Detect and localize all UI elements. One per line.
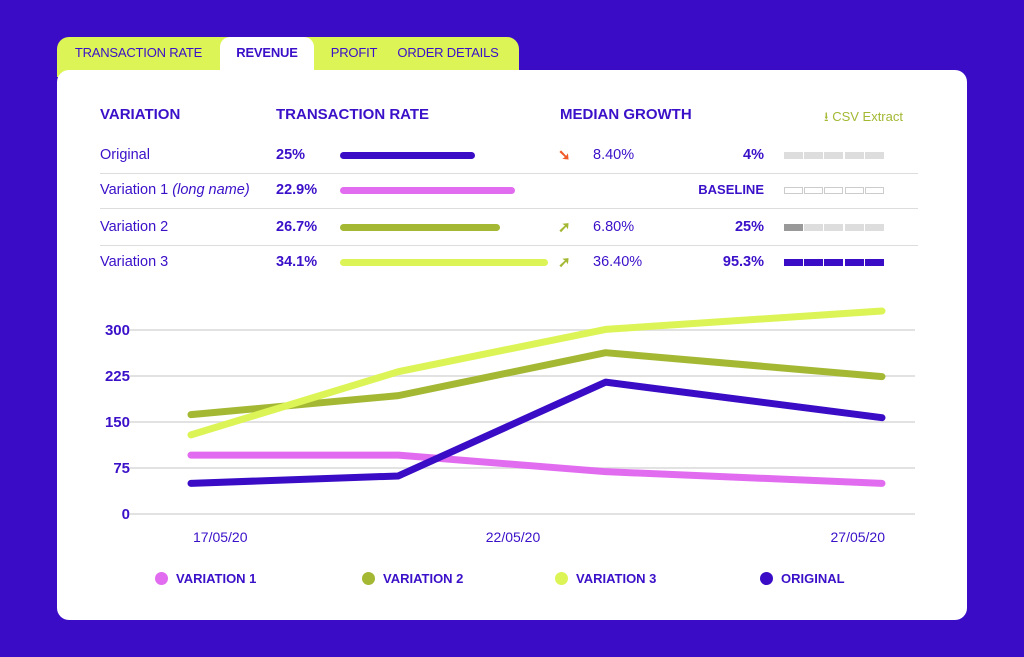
legend-dot-icon: [555, 572, 568, 585]
variation-name-text: Variation 3: [100, 254, 169, 270]
variation-name-suffix: (long name): [172, 182, 250, 198]
significance-segment: [784, 259, 803, 266]
median-growth-value: 36.40%: [593, 254, 643, 270]
significance-value: BASELINE: [698, 182, 764, 197]
series-line-variation-1: [187, 451, 886, 487]
significance-segment: [824, 187, 844, 194]
download-icon: ⭳: [824, 109, 829, 124]
variation-name: Variation 3: [100, 254, 168, 270]
trend-up-icon: ➚: [558, 219, 571, 236]
legend-label: VARIATION 2: [383, 571, 464, 586]
tab-profit[interactable]: PROFIT: [330, 45, 378, 60]
significance-segment: [804, 224, 824, 231]
row-divider: [100, 245, 918, 246]
variation-name-text: Variation 1: [100, 182, 169, 198]
trend-up-icon: ➚: [558, 254, 571, 271]
legend-item[interactable]: VARIATION 1: [155, 571, 256, 586]
legend-item[interactable]: VARIATION 2: [362, 571, 463, 586]
x-tick-label: 27/05/20: [831, 529, 886, 545]
variation-name-text: Original: [100, 147, 150, 163]
significance-segment: [844, 259, 864, 266]
significance-value: 25%: [734, 219, 764, 235]
transaction-rate-bar: [340, 152, 475, 159]
y-tick-label: 150: [105, 414, 130, 431]
y-tick-label: 75: [113, 460, 130, 477]
tab-transaction-rate[interactable]: TRANSACTION RATE: [74, 45, 203, 60]
row-divider: [100, 173, 918, 174]
series-line-original: [187, 378, 886, 487]
trend-down-icon: ➘: [558, 147, 571, 164]
y-tick-label: 300: [105, 322, 130, 339]
legend-label: VARIATION 3: [576, 571, 657, 586]
legend-label: ORIGINAL: [781, 571, 845, 586]
significance-segment: [784, 224, 803, 231]
significance-segment: [804, 187, 824, 194]
variation-name: Variation 2: [100, 219, 168, 235]
transaction-rate-value: 22.9%: [276, 182, 318, 198]
significance-value: 4%: [743, 147, 764, 163]
series-line-variation-3: [187, 307, 886, 439]
median-growth-value: 8.40%: [593, 147, 635, 163]
significance-segment: [824, 152, 844, 159]
variation-name: Original: [100, 147, 150, 163]
csv-extract-button[interactable]: ⭳ CSV Extract: [824, 108, 903, 130]
significance-segment: [824, 259, 844, 266]
legend-item[interactable]: ORIGINAL: [760, 571, 845, 586]
transaction-rate-value: 25%: [276, 147, 306, 163]
transaction-rate-bar: [340, 259, 548, 266]
tab-order-details[interactable]: ORDER DETAILS: [397, 45, 499, 60]
header-transaction-rate: TRANSACTION RATE: [276, 106, 430, 123]
header-median-growth: MEDIAN GROWTH: [560, 106, 692, 123]
row-divider: [100, 208, 918, 209]
csv-extract-label: CSV Extract: [832, 109, 903, 124]
significance-segment: [804, 259, 824, 266]
variation-name: Variation 1 (long name): [100, 182, 250, 198]
y-tick-label: 0: [122, 506, 130, 523]
significance-segment: [844, 152, 864, 159]
transaction-rate-bar: [340, 224, 500, 231]
x-tick-label: 17/05/20: [193, 529, 248, 545]
median-growth-value: 6.80%: [593, 219, 635, 235]
legend-dot-icon: [760, 572, 773, 585]
significance-segment: [864, 224, 884, 231]
transaction-rate-value: 26.7%: [276, 219, 318, 235]
significance-segment: [844, 224, 864, 231]
transaction-rate-value: 34.1%: [276, 254, 318, 270]
header-variation: VARIATION: [100, 106, 181, 123]
y-tick-label: 225: [105, 368, 130, 385]
significance-segment: [864, 259, 884, 266]
significance-segment: [784, 152, 803, 159]
significance-segment: [804, 152, 824, 159]
significance-segment: [864, 187, 884, 194]
legend-item[interactable]: VARIATION 3: [555, 571, 656, 586]
legend-dot-icon: [155, 572, 168, 585]
significance-segment: [784, 187, 803, 194]
significance-segment: [824, 224, 844, 231]
legend-label: VARIATION 1: [176, 571, 257, 586]
significance-segment: [864, 152, 884, 159]
transaction-rate-bar: [340, 187, 515, 194]
x-tick-label: 22/05/20: [486, 529, 541, 545]
legend-dot-icon: [362, 572, 375, 585]
significance-segment: [844, 187, 864, 194]
significance-value: 95.3%: [722, 254, 764, 270]
variation-name-text: Variation 2: [100, 219, 169, 235]
